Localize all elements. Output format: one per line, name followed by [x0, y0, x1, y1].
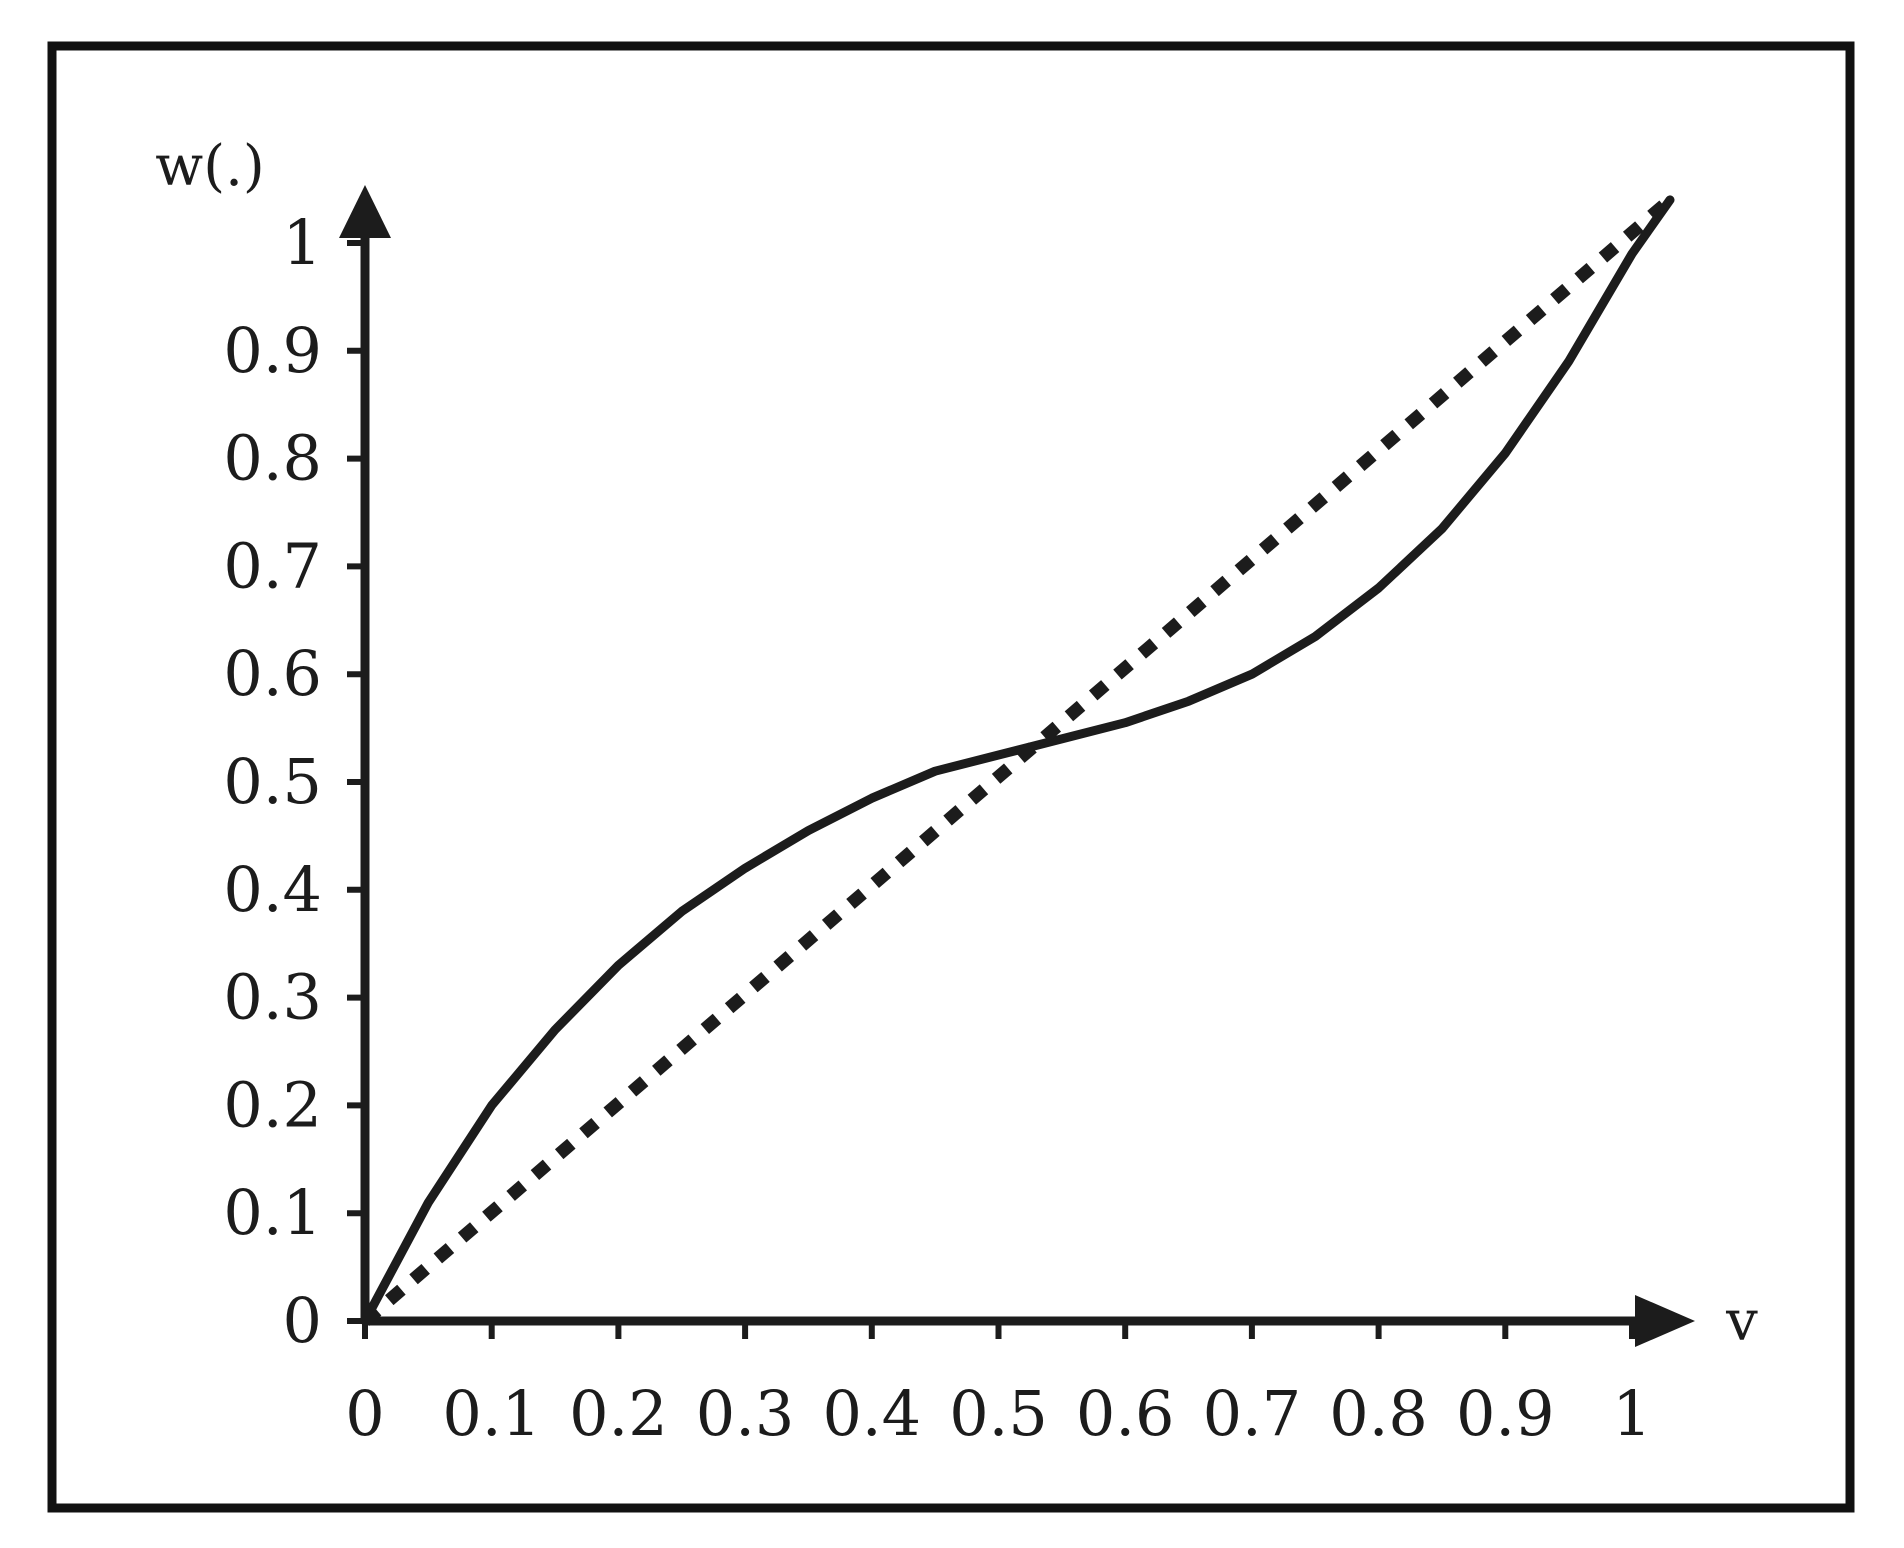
y-tick-label: 0.7 [223, 529, 322, 602]
x-tick-label: 0.6 [1076, 1377, 1175, 1450]
y-axis-arrowhead [339, 185, 391, 238]
y-tick-label: 0 [283, 1284, 322, 1357]
x-axis-label: v [1725, 1289, 1758, 1354]
y-tick-label: 0.6 [223, 637, 322, 710]
x-tick-label: 0.2 [569, 1377, 668, 1450]
y-tick-label: 0.4 [223, 853, 322, 926]
x-tick-label: 0.9 [1456, 1377, 1555, 1450]
x-tick-label: 1 [1612, 1377, 1651, 1450]
x-tick-label: 0.4 [822, 1377, 921, 1450]
y-axis-label: w(.) [155, 134, 264, 199]
x-axis-arrowhead [1635, 1295, 1695, 1347]
x-tick-label: 0.1 [442, 1377, 541, 1450]
y-tick-label: 0.5 [223, 745, 322, 818]
chart-frame [47, 41, 1855, 1513]
y-tick-label: 0.3 [223, 961, 322, 1034]
y-tick-label: 0.8 [223, 422, 322, 495]
x-tick-label: 0.8 [1329, 1377, 1428, 1450]
y-tick-label: 0.9 [223, 314, 322, 387]
x-tick-label: 0 [345, 1377, 384, 1450]
x-tick-label: 0.3 [696, 1377, 795, 1450]
x-tick-label: 0.5 [949, 1377, 1048, 1450]
y-tick-label: 1 [283, 206, 322, 279]
x-tick-label: 0.7 [1203, 1377, 1302, 1450]
y-tick-label: 0.1 [223, 1176, 322, 1249]
y-tick-label: 0.2 [223, 1068, 322, 1141]
